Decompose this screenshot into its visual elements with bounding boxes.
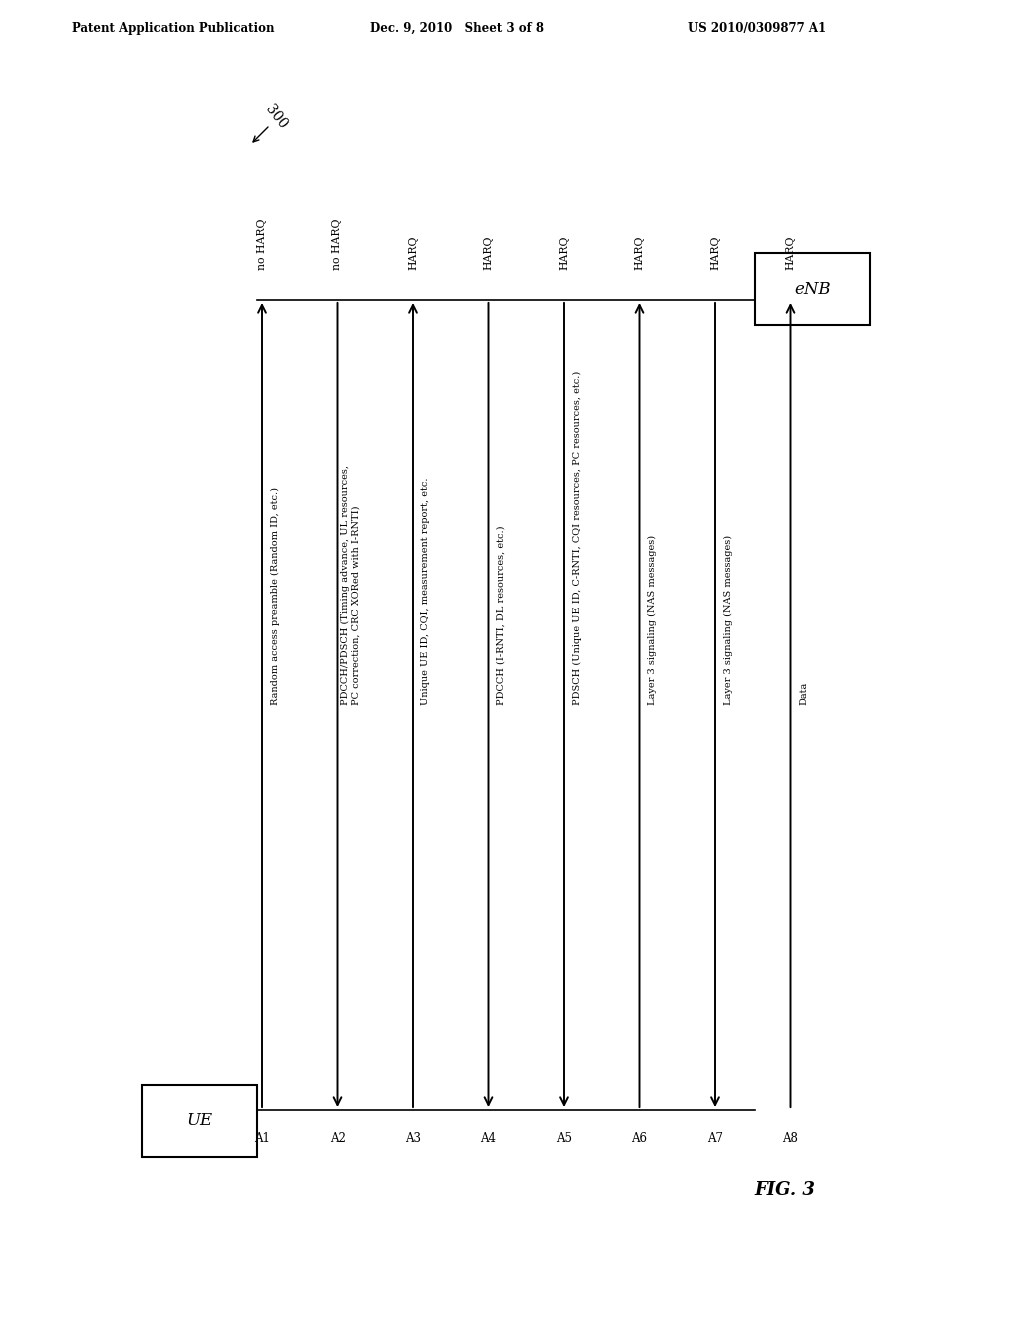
- Text: HARQ: HARQ: [408, 235, 418, 271]
- Text: A4: A4: [480, 1133, 497, 1144]
- Text: UE: UE: [186, 1113, 213, 1130]
- Text: HARQ: HARQ: [559, 235, 569, 271]
- Text: Unique UE ID, CQI, measurement report, etc.: Unique UE ID, CQI, measurement report, e…: [422, 478, 430, 705]
- Text: Dec. 9, 2010   Sheet 3 of 8: Dec. 9, 2010 Sheet 3 of 8: [370, 22, 544, 36]
- Text: A6: A6: [632, 1133, 647, 1144]
- Text: no HARQ: no HARQ: [257, 219, 267, 271]
- Text: PDCCH/PDSCH (Timing advance, UL resources,
PC correction, CRC XORed with I-RNTI): PDCCH/PDSCH (Timing advance, UL resource…: [341, 465, 360, 705]
- Text: PDCCH (I-RNTI, DL resources, etc.): PDCCH (I-RNTI, DL resources, etc.): [497, 525, 506, 705]
- Text: eNB: eNB: [795, 281, 830, 298]
- Text: A7: A7: [707, 1133, 723, 1144]
- Bar: [755, 253, 870, 325]
- Text: A8: A8: [782, 1133, 799, 1144]
- Text: no HARQ: no HARQ: [333, 219, 342, 271]
- Text: HARQ: HARQ: [785, 235, 796, 271]
- Text: HARQ: HARQ: [635, 235, 644, 271]
- Text: PDSCH (Unique UE ID, C-RNTI, CQI resources, PC resources, etc.): PDSCH (Unique UE ID, C-RNTI, CQI resourc…: [572, 371, 582, 705]
- Text: Random access preamble (Random ID, etc.): Random access preamble (Random ID, etc.): [270, 487, 280, 705]
- Text: A2: A2: [330, 1133, 345, 1144]
- Text: FIG. 3: FIG. 3: [755, 1181, 815, 1199]
- Text: HARQ: HARQ: [483, 235, 494, 271]
- Text: 300: 300: [262, 103, 290, 132]
- Text: A3: A3: [406, 1133, 421, 1144]
- Text: Layer 3 signaling (NAS messages): Layer 3 signaling (NAS messages): [723, 535, 732, 705]
- Text: HARQ: HARQ: [710, 235, 720, 271]
- Text: Data: Data: [799, 681, 808, 705]
- Text: A1: A1: [254, 1133, 270, 1144]
- Text: US 2010/0309877 A1: US 2010/0309877 A1: [688, 22, 826, 36]
- Bar: [142, 1085, 257, 1156]
- Text: Layer 3 signaling (NAS messages): Layer 3 signaling (NAS messages): [648, 535, 657, 705]
- Text: Patent Application Publication: Patent Application Publication: [72, 22, 274, 36]
- Text: A5: A5: [556, 1133, 572, 1144]
